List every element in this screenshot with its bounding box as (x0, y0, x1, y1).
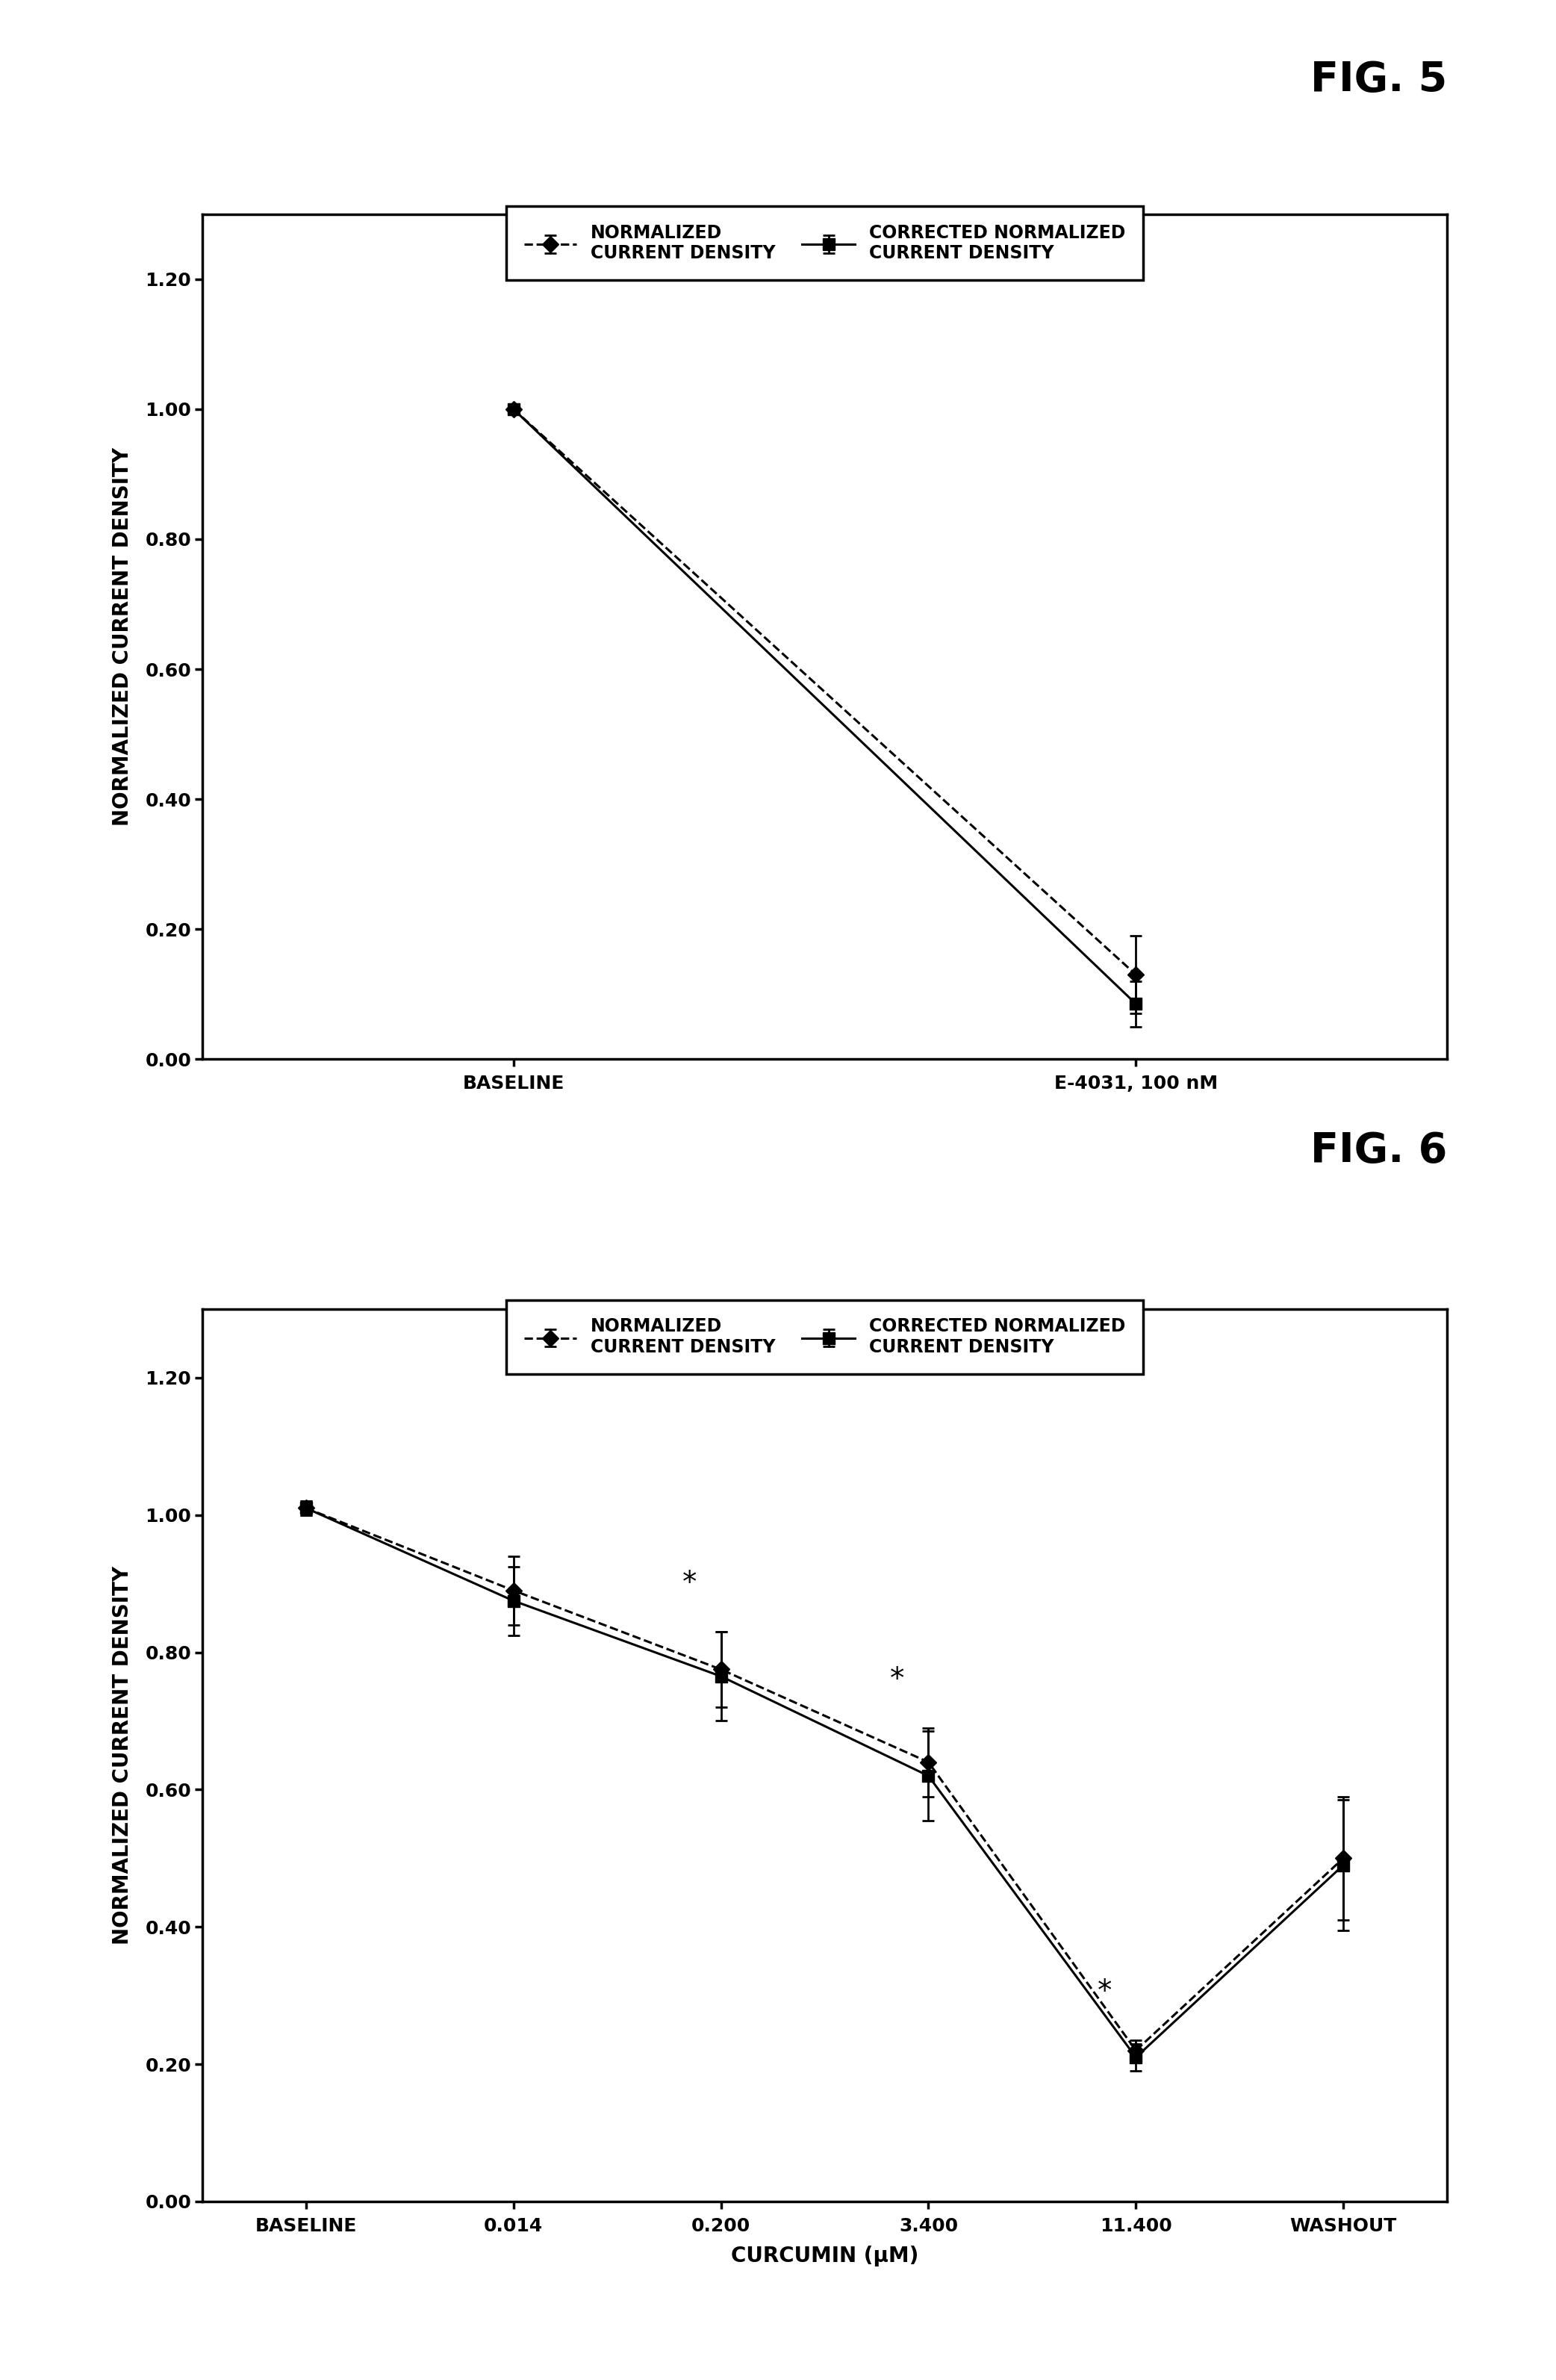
Text: *: * (683, 1568, 697, 1597)
Text: *: * (1097, 1978, 1113, 2006)
X-axis label: CURCUMIN (μM): CURCUMIN (μM) (731, 2244, 918, 2266)
Legend: NORMALIZED
CURRENT DENSITY, CORRECTED NORMALIZED
CURRENT DENSITY: NORMALIZED CURRENT DENSITY, CORRECTED NO… (506, 1299, 1144, 1373)
Y-axis label: NORMALIZED CURRENT DENSITY: NORMALIZED CURRENT DENSITY (112, 1566, 132, 1944)
Text: FIG. 6: FIG. 6 (1310, 1130, 1447, 1171)
Text: FIG. 5: FIG. 5 (1310, 60, 1447, 100)
Y-axis label: NORMALIZED CURRENT DENSITY: NORMALIZED CURRENT DENSITY (112, 447, 132, 826)
Legend: NORMALIZED
CURRENT DENSITY, CORRECTED NORMALIZED
CURRENT DENSITY: NORMALIZED CURRENT DENSITY, CORRECTED NO… (506, 207, 1144, 281)
Text: *: * (890, 1666, 904, 1695)
